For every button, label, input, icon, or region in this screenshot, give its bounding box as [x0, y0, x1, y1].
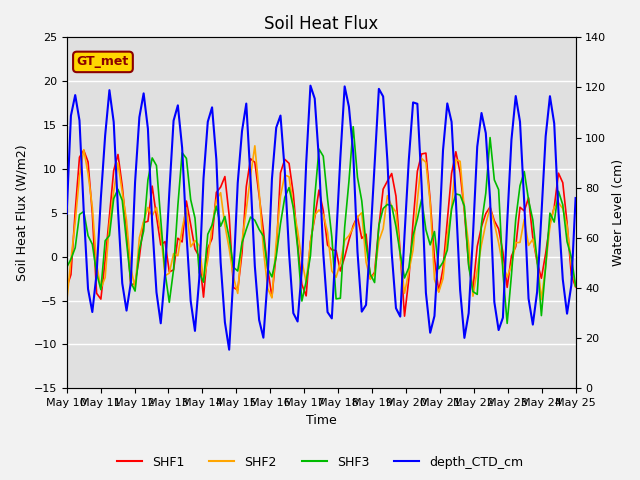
Title: Soil Heat Flux: Soil Heat Flux — [264, 15, 378, 33]
Y-axis label: Water Level (cm): Water Level (cm) — [612, 159, 625, 266]
Legend: SHF1, SHF2, SHF3, depth_CTD_cm: SHF1, SHF2, SHF3, depth_CTD_cm — [112, 451, 528, 474]
X-axis label: Time: Time — [306, 414, 337, 427]
Y-axis label: Soil Heat Flux (W/m2): Soil Heat Flux (W/m2) — [15, 144, 28, 281]
Text: GT_met: GT_met — [77, 55, 129, 69]
